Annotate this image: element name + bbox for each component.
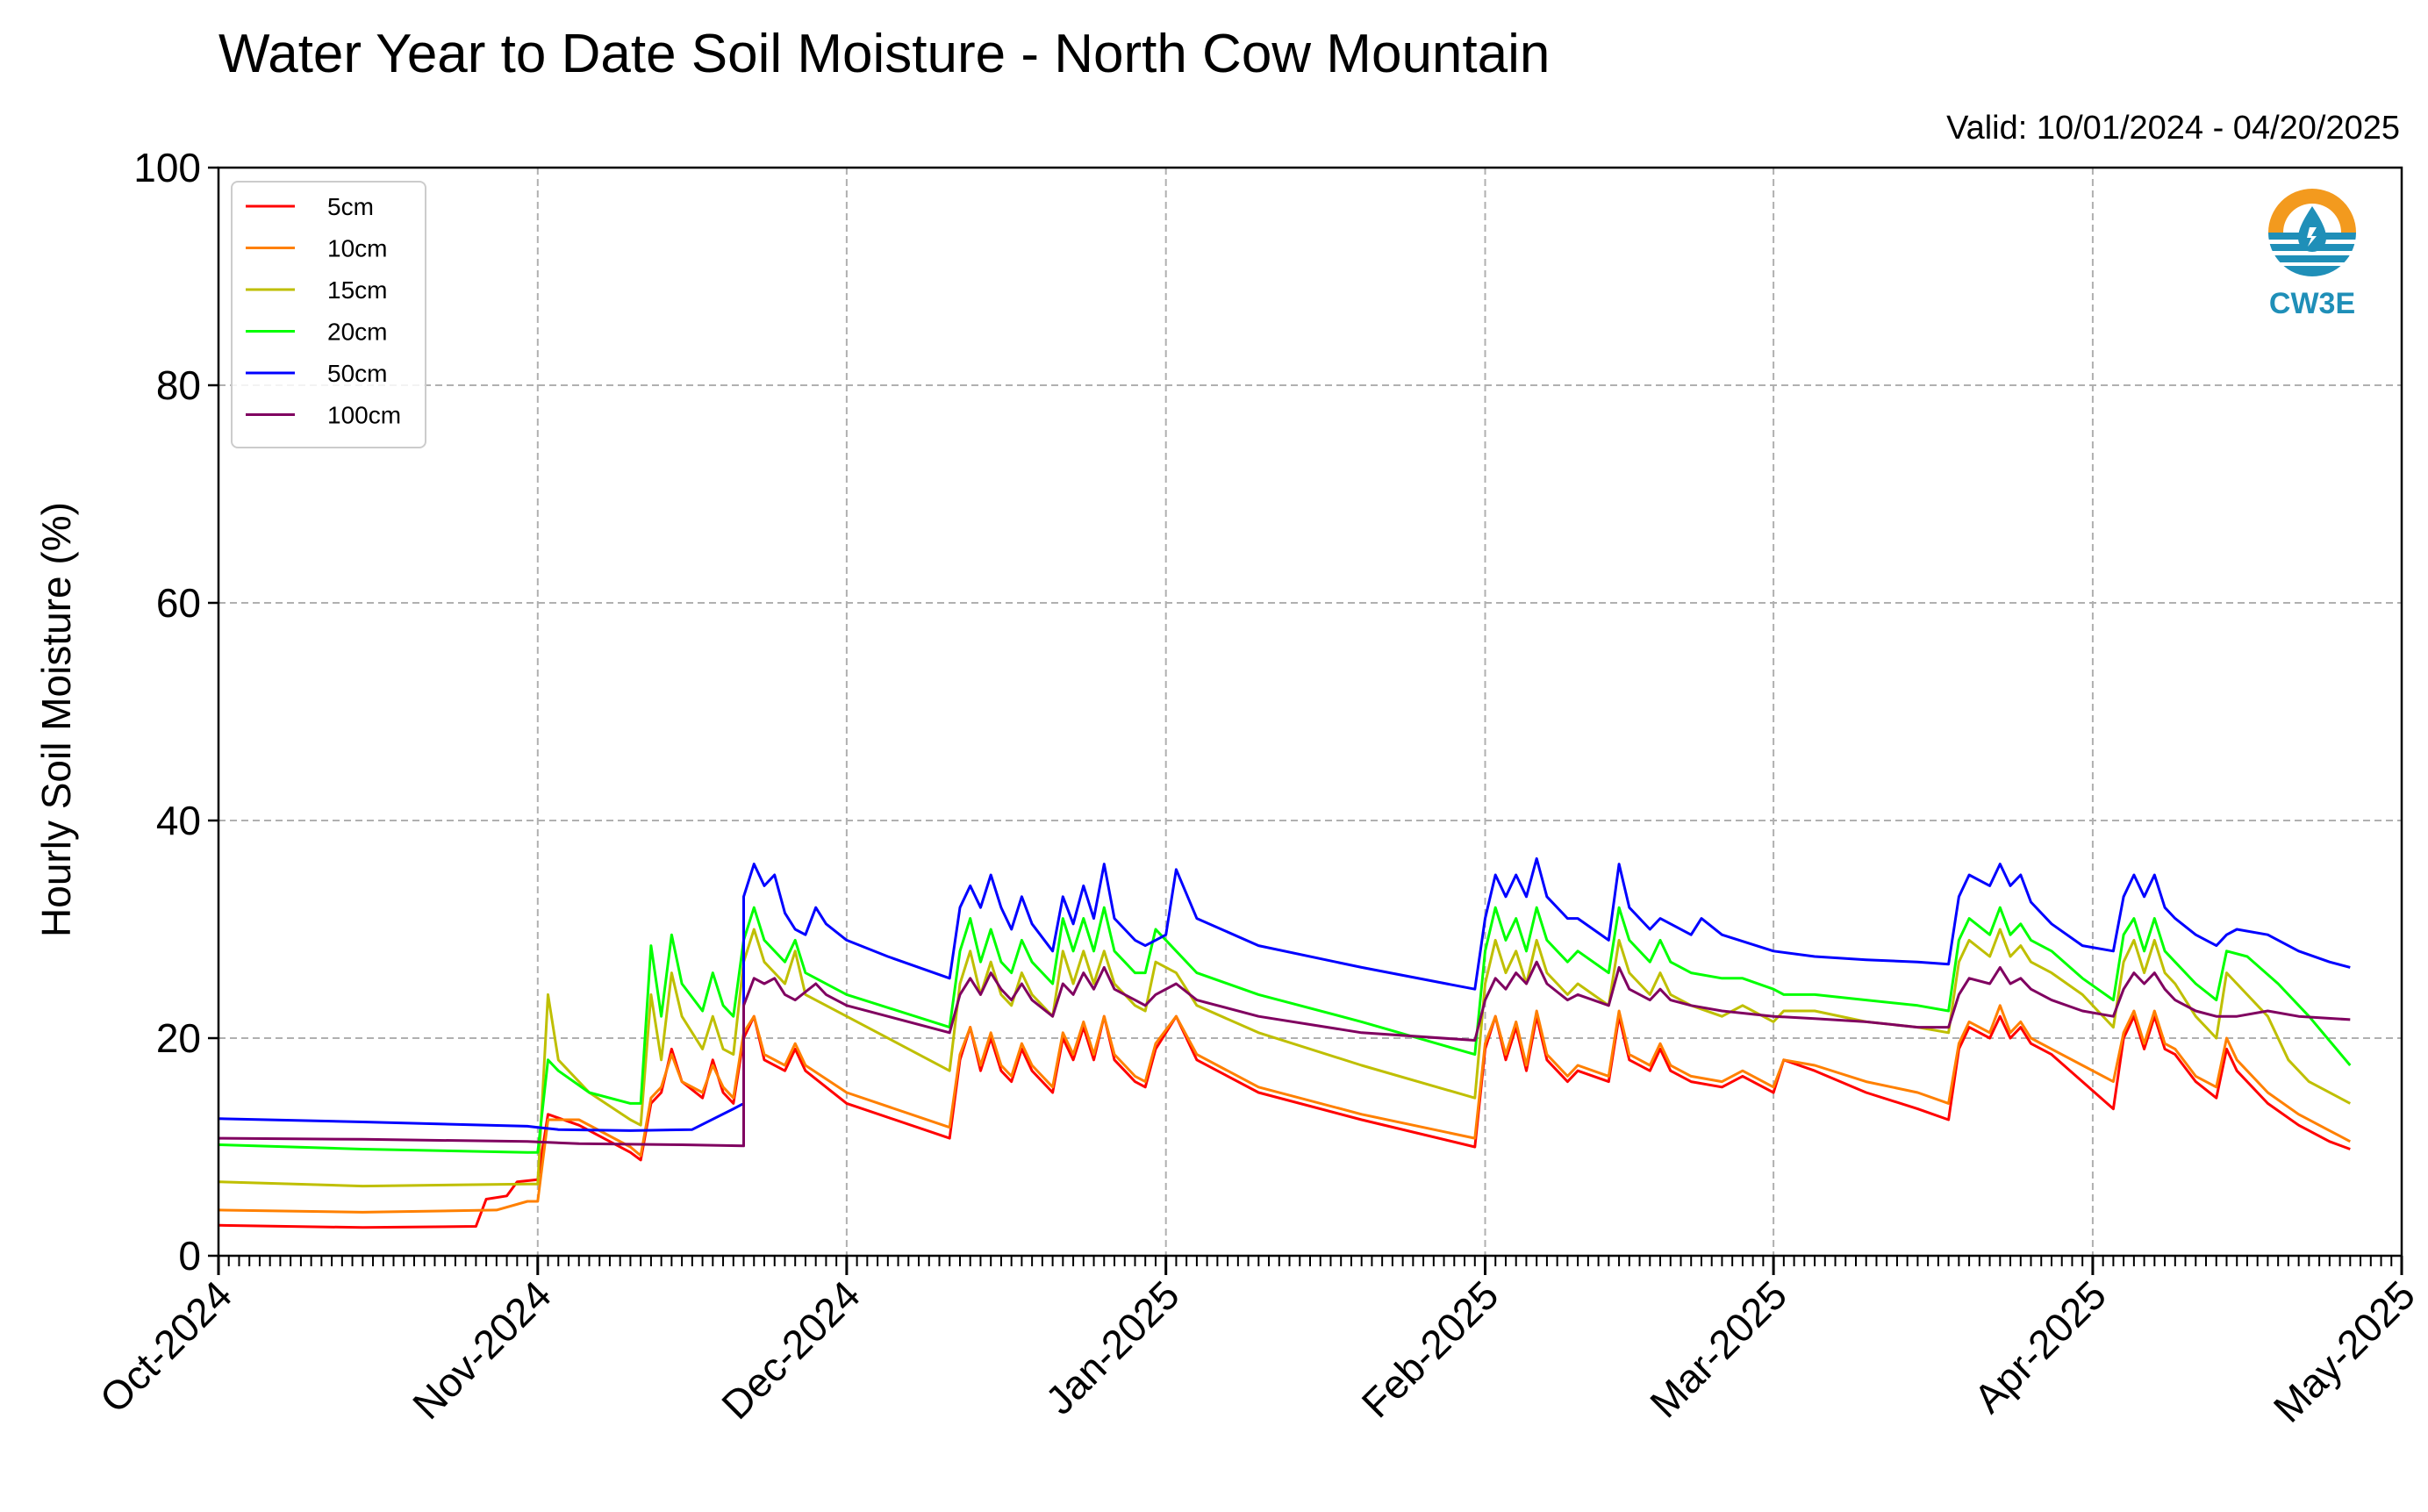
y-tick-label: 60 bbox=[156, 580, 201, 626]
cw3e-logo: CW3E bbox=[2268, 189, 2356, 320]
y-tick-label: 20 bbox=[156, 1015, 201, 1061]
y-tick-label: 80 bbox=[156, 362, 201, 408]
series-line-10cm bbox=[218, 1004, 2352, 1214]
legend-label: 20cm bbox=[327, 319, 387, 346]
grid-lines bbox=[218, 168, 2402, 1256]
cw3e-logo-text: CW3E bbox=[2269, 287, 2355, 320]
legend-label: 15cm bbox=[327, 276, 387, 304]
y-tick-labels: 0 20 40 60 80 100 bbox=[133, 145, 201, 1279]
series-lines bbox=[218, 856, 2352, 1229]
chart-subtitle: Valid: 10/01/2024 - 04/20/2025 bbox=[1946, 110, 2400, 147]
chart-title: Water Year to Date Soil Moisture - North… bbox=[218, 24, 1550, 84]
legend-label: 100cm bbox=[327, 402, 401, 429]
legend: 5cm 10cm 15cm 20cm 50cm 100cm bbox=[231, 181, 426, 448]
series-line-20cm bbox=[218, 906, 2352, 1154]
cw3e-logo-icon bbox=[2268, 189, 2356, 278]
y-axis-label: Hourly Soil Moisture (%) bbox=[33, 502, 79, 937]
y-tick-label: 0 bbox=[178, 1233, 201, 1279]
series-line-50cm bbox=[218, 856, 2351, 1132]
axes bbox=[208, 166, 2403, 1275]
series-line-100cm bbox=[218, 960, 2351, 1148]
legend-label: 10cm bbox=[327, 235, 387, 262]
series-line-15cm bbox=[218, 928, 2352, 1188]
legend-label: 50cm bbox=[327, 360, 387, 387]
legend-label: 5cm bbox=[327, 193, 374, 220]
y-tick-label: 100 bbox=[133, 145, 201, 190]
y-tick-label: 40 bbox=[156, 798, 201, 843]
plot-frame bbox=[217, 166, 2403, 1258]
